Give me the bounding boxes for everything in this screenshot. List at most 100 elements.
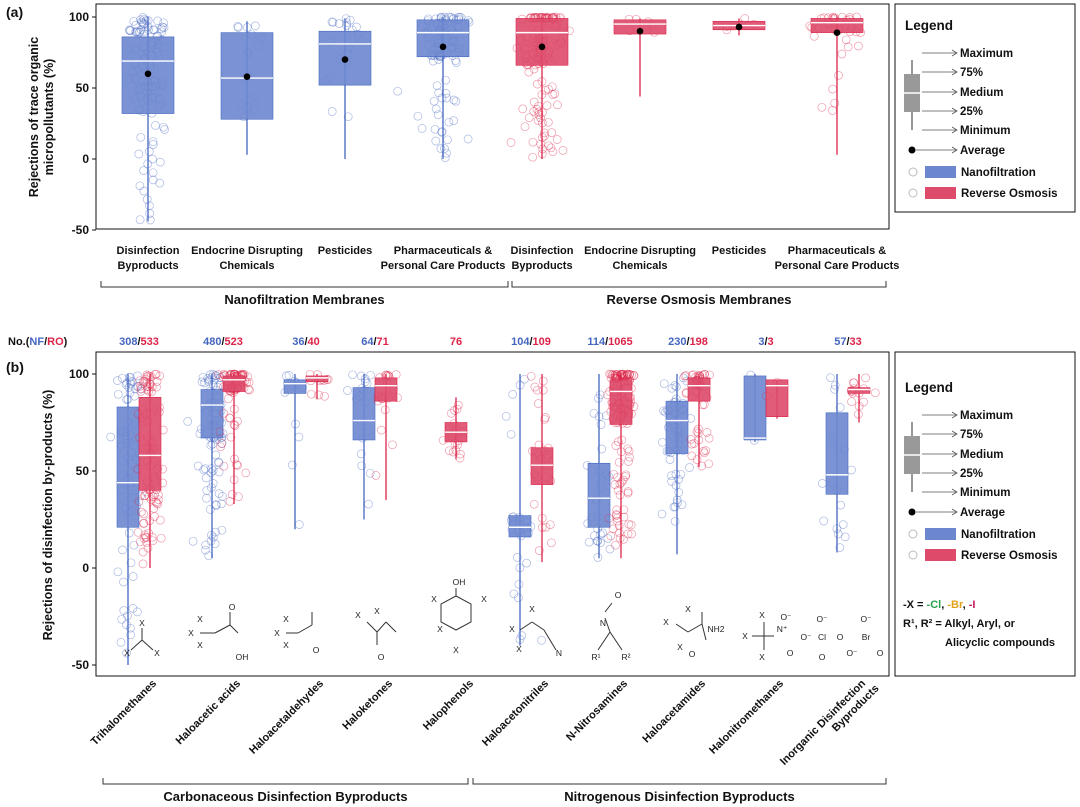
count-ro: 3: [768, 336, 774, 348]
x-tick-label-a: Pesticides: [712, 245, 766, 257]
x-tick-label-a: Endocrine Disrupting: [191, 245, 303, 257]
box-b-nf-0-box: [116, 406, 140, 528]
scatter-point-b-ro: [687, 451, 697, 461]
scatter-point-b-nf: [214, 489, 224, 498]
legend-item-label: 75%: [960, 429, 983, 441]
box-b-ro-2-box: [305, 375, 329, 383]
scatter-point-b-ro: [698, 400, 708, 410]
scatter-point-b-nf: [201, 545, 210, 555]
count-label: 114/1065: [587, 336, 632, 348]
scatter-point-b-nf: [819, 516, 829, 526]
scatter-point-b-ro: [623, 369, 632, 379]
scatter-point-b-nf: [130, 391, 139, 401]
scatter-point-b-ro: [134, 497, 144, 507]
scatter-point-b-ro: [619, 535, 628, 544]
scatter-point-b-ro: [681, 371, 691, 380]
scatter-point-b-nf: [122, 620, 131, 630]
scatter-point-a: [159, 122, 168, 132]
scatter-point-b-nf: [833, 529, 843, 539]
scatter-point-a: [148, 25, 158, 35]
count-nf: 57: [834, 336, 846, 348]
scatter-point-a: [148, 175, 158, 185]
bond: [385, 621, 397, 633]
scatter-point-a: [145, 209, 155, 218]
scatter-point-b-nf: [126, 372, 135, 382]
scatter-point-b-nf: [116, 638, 126, 647]
scatter-point-a: [328, 17, 338, 27]
bond: [366, 621, 378, 633]
legend-mean-dot: [908, 146, 916, 154]
scatter-point-b-ro: [622, 370, 632, 380]
atom-label: O: [313, 645, 320, 655]
scatter-point-b-nf: [830, 384, 839, 394]
scatter-point-b-nf: [133, 381, 143, 391]
scatter-point-b-ro: [623, 488, 633, 498]
group-label-a: Reverse Osmosis Membranes: [607, 292, 792, 307]
scatter-point-b-nf: [121, 380, 131, 389]
x-tick-label-b-line: Halonitromethanes: [707, 678, 786, 757]
scatter-point-b-ro: [155, 515, 165, 525]
scatter-point-b-nf: [125, 376, 135, 386]
scatter-point-b-nf: [214, 457, 223, 467]
scatter-point-b-nf: [199, 465, 209, 475]
scatter-point-a: [548, 90, 558, 99]
atom-label: X: [197, 640, 203, 650]
scatter-point-b-ro: [604, 514, 614, 523]
legend-item-label: 75%: [960, 67, 983, 79]
group-bracket-b: [472, 778, 887, 785]
scatter-point-a: [135, 27, 145, 37]
scatter-point-b-ro: [617, 369, 627, 379]
scatter-point-b-ro: [623, 370, 632, 380]
scatter-point-b-ro: [143, 382, 152, 391]
scatter-point-b-ro: [617, 369, 627, 379]
legend-item-label: 25%: [960, 106, 983, 118]
scatter-point-b-ro: [377, 425, 386, 435]
scatter-point-b-ro: [450, 406, 459, 415]
scatter-point-b-ro: [230, 421, 240, 430]
legend-arrowhead: [951, 430, 958, 438]
count-ro: 109: [533, 336, 551, 348]
legend-arrowhead: [951, 88, 958, 96]
y-tick-label-a: -50: [72, 223, 90, 237]
scatter-point-a: [533, 79, 542, 89]
legend-ro-label: Reverse Osmosis: [961, 550, 1058, 562]
atom-label: X: [154, 648, 160, 658]
scatter-point-b-nf: [119, 577, 128, 587]
scatter-point-b-nf: [366, 370, 375, 380]
box-b-ro-8-box: [765, 379, 789, 417]
scatter-point-b-ro: [608, 370, 617, 379]
y-tick-label-b: 0: [82, 561, 89, 575]
scatter-point-b-ro: [623, 529, 633, 539]
scatter-point-b-ro: [701, 446, 711, 455]
scatter-point-a: [145, 215, 155, 225]
count-prefix: No.(: [8, 336, 30, 348]
scatter-point-a: [148, 137, 158, 147]
scatter-point-b-ro: [610, 480, 620, 489]
scatter-point-b-nf: [593, 393, 603, 403]
scatter-point-a: [155, 178, 165, 188]
scatter-point-a: [524, 113, 534, 123]
atom-label: X: [685, 604, 691, 614]
scatter-point-b-nf: [218, 492, 227, 501]
x-tick-label-b: N-Nitrosamines: [564, 678, 630, 744]
legend-arrowhead: [951, 68, 958, 76]
x-tick-label-b: Haloacetonitriles: [480, 678, 551, 749]
mean-marker-a: [144, 70, 152, 78]
scatter-point-b-nf: [200, 378, 209, 388]
scatter-point-b-nf: [201, 473, 211, 483]
halogen-note-prefix: -X =: [903, 599, 927, 611]
scatter-point-b-ro: [144, 492, 154, 501]
count-ro-label: RO: [47, 336, 64, 348]
count-nf: 64: [361, 336, 374, 348]
legend-mean-dot: [908, 508, 916, 516]
box-b-nf-9-box: [825, 412, 849, 495]
count-slash: /: [529, 336, 532, 348]
y-tick-label-a: 50: [76, 81, 90, 95]
bond: [604, 602, 613, 613]
scatter-point-b-ro: [547, 538, 556, 548]
count-slash: /: [304, 336, 307, 348]
scatter-point-b-ro: [606, 531, 616, 541]
scatter-point-a: [548, 147, 558, 157]
atom-label: X: [759, 610, 765, 620]
scatter-point-b-nf: [118, 545, 127, 555]
